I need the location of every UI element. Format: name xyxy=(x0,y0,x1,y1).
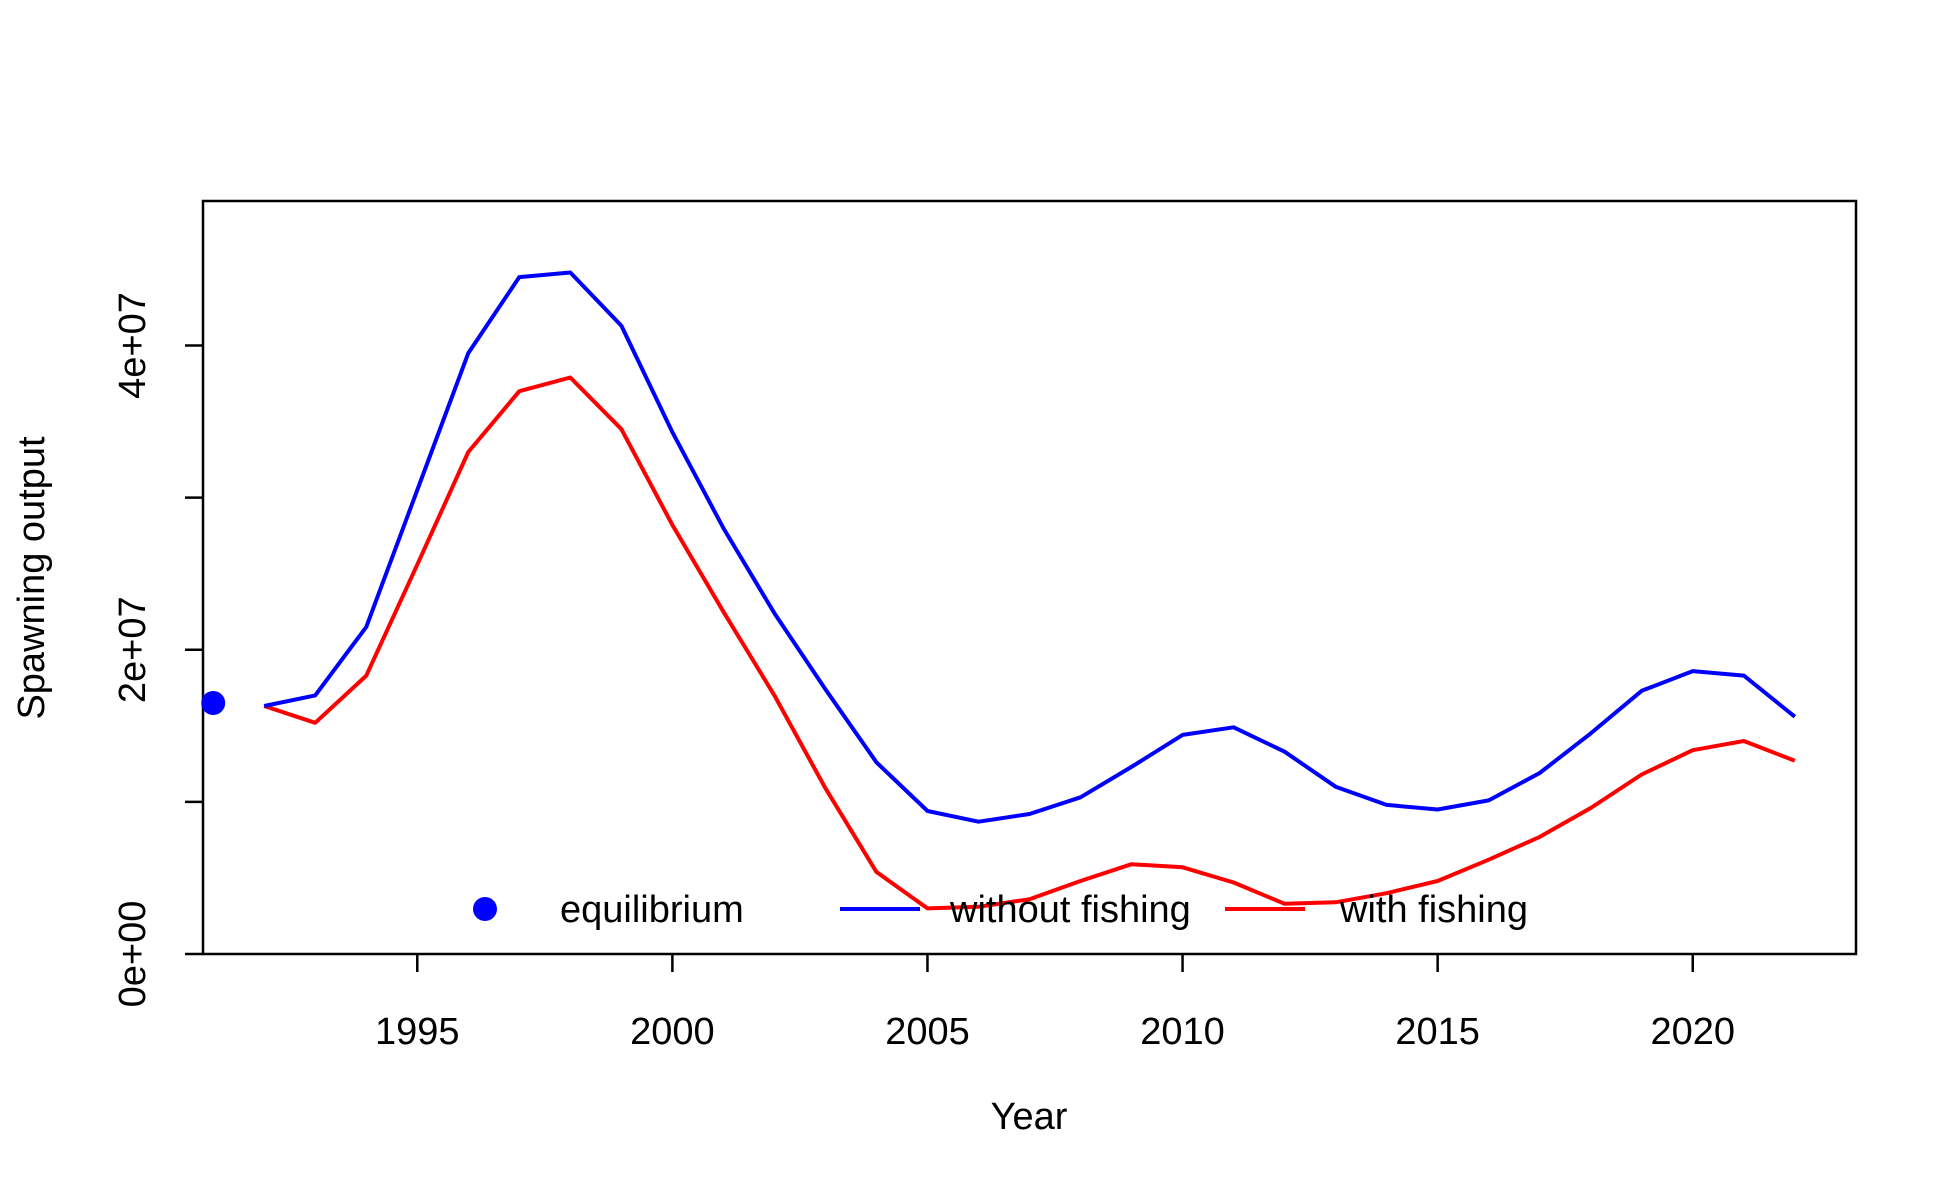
plot-frame xyxy=(201,199,1858,956)
legend-label: without fishing xyxy=(949,889,1191,931)
y-tick-label: 0e+00 xyxy=(112,901,154,1008)
legend-swatch-point xyxy=(473,897,497,921)
x-tick-label: 2010 xyxy=(1140,1011,1225,1053)
x-axis-title: Year xyxy=(991,1096,1068,1138)
x-tick-label: 2000 xyxy=(630,1011,715,1053)
series-line-without-fishing xyxy=(263,270,1797,824)
y-axis-title: Spawning output xyxy=(11,436,53,720)
legend: equilibrium without fishing with fishing xyxy=(473,889,1528,931)
series-line-with-fishing xyxy=(263,375,1796,911)
x-tick-label: 2020 xyxy=(1650,1011,1735,1053)
x-axis: 1995 2000 2005 2010 2015 2020 xyxy=(375,954,1735,1053)
x-tick-label: 2005 xyxy=(885,1011,970,1053)
x-tick-label: 2015 xyxy=(1395,1011,1480,1053)
y-axis: 0e+00 2e+07 4e+07 xyxy=(112,292,203,1007)
legend-label: with fishing xyxy=(1339,889,1528,931)
x-tick-label: 1995 xyxy=(375,1011,460,1053)
y-tick-label: 2e+07 xyxy=(112,596,154,703)
series-layer xyxy=(201,270,1797,911)
equilibrium-point xyxy=(201,691,226,715)
y-tick-label: 4e+07 xyxy=(112,292,154,399)
legend-label: equilibrium xyxy=(560,889,744,931)
